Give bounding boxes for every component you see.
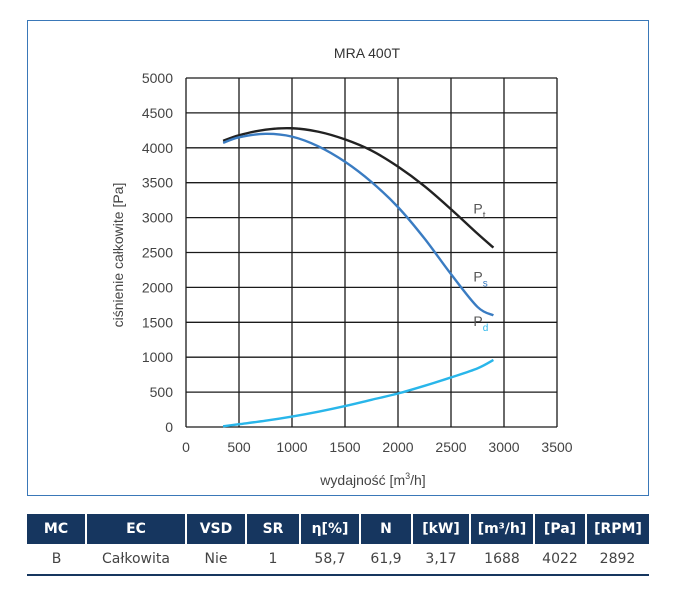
- fan-parameters-table: MC EC VSD SR η[%] N [kW] [m³/h] [Pa] [RP…: [27, 514, 649, 576]
- series-line-pt: [222, 126, 495, 249]
- table-cell: Nie: [186, 544, 246, 576]
- table-cell: 61,9: [360, 544, 412, 576]
- x-axis-label-sup: 3: [405, 471, 410, 481]
- chart-title: MRA 400T: [334, 45, 401, 61]
- x-tick-label: 0: [182, 439, 190, 455]
- table-cell: 1688: [470, 544, 534, 576]
- x-tick-label: 500: [227, 439, 251, 455]
- y-tick-label: 1500: [142, 314, 173, 330]
- table-header-cell: EC: [86, 514, 187, 544]
- y-tick-label: 2000: [142, 279, 173, 295]
- table-header-cell: N: [360, 514, 413, 544]
- series-line-ps: [222, 132, 494, 317]
- table-cell: Całkowita: [86, 544, 186, 576]
- table-cell: 58,7: [300, 544, 360, 576]
- y-axis-label: ciśnienie całkowite [Pa]: [110, 183, 126, 328]
- x-tick-label: 3000: [488, 439, 519, 455]
- table-cell: 1: [246, 544, 300, 576]
- y-tick-label: 3000: [142, 210, 173, 226]
- x-tick-label: 1500: [329, 439, 360, 455]
- table-row: B Całkowita Nie 1 58,7 61,9 3,17 1688 40…: [27, 544, 649, 576]
- y-tick-label: 4500: [142, 105, 173, 121]
- table-cell: 2892: [586, 544, 649, 576]
- table-cell: 4022: [534, 544, 586, 576]
- table-header-cell: η[%]: [300, 514, 361, 544]
- table-header-cell: SR: [246, 514, 301, 544]
- y-tick-label: 0: [165, 419, 173, 435]
- x-tick-label: 2500: [435, 439, 466, 455]
- series-label-ps: Ps: [473, 268, 487, 289]
- table-header-row: MC EC VSD SR η[%] N [kW] [m³/h] [Pa] [RP…: [27, 514, 649, 544]
- table-header-cell: [RPM]: [586, 514, 649, 544]
- y-tick-label: 500: [150, 384, 174, 400]
- x-axis-label: wydajność [m3/h]: [319, 471, 425, 488]
- table-header-cell: VSD: [186, 514, 247, 544]
- table-cell: 3,17: [412, 544, 470, 576]
- y-tick-label: 3500: [142, 175, 173, 191]
- y-tick-label: 2500: [142, 245, 173, 261]
- x-tick-label: 1000: [276, 439, 307, 455]
- y-tick-label: 1000: [142, 349, 173, 365]
- x-tick-label: 3500: [541, 439, 572, 455]
- x-axis-label-end: /h]: [410, 472, 426, 488]
- y-tick-label: 4000: [142, 140, 173, 156]
- x-axis-label-main: wydajność [m: [319, 472, 405, 488]
- table-header-cell: [kW]: [412, 514, 471, 544]
- table-header-cell: [Pa]: [534, 514, 587, 544]
- y-tick-label: 5000: [142, 70, 173, 86]
- series-line-pd: [222, 358, 494, 428]
- table-header-cell: MC: [27, 514, 87, 544]
- chart-frame: MRA 400T ciśnienie całkowite [Pa] wydajn…: [27, 20, 649, 496]
- series-label-pd: Pd: [473, 313, 488, 334]
- pressure-chart: MRA 400T ciśnienie całkowite [Pa] wydajn…: [110, 45, 573, 488]
- x-tick-label: 2000: [382, 439, 413, 455]
- series-label-pt: Pt: [473, 201, 485, 222]
- table-header-cell: [m³/h]: [470, 514, 535, 544]
- table-cell: B: [27, 544, 86, 576]
